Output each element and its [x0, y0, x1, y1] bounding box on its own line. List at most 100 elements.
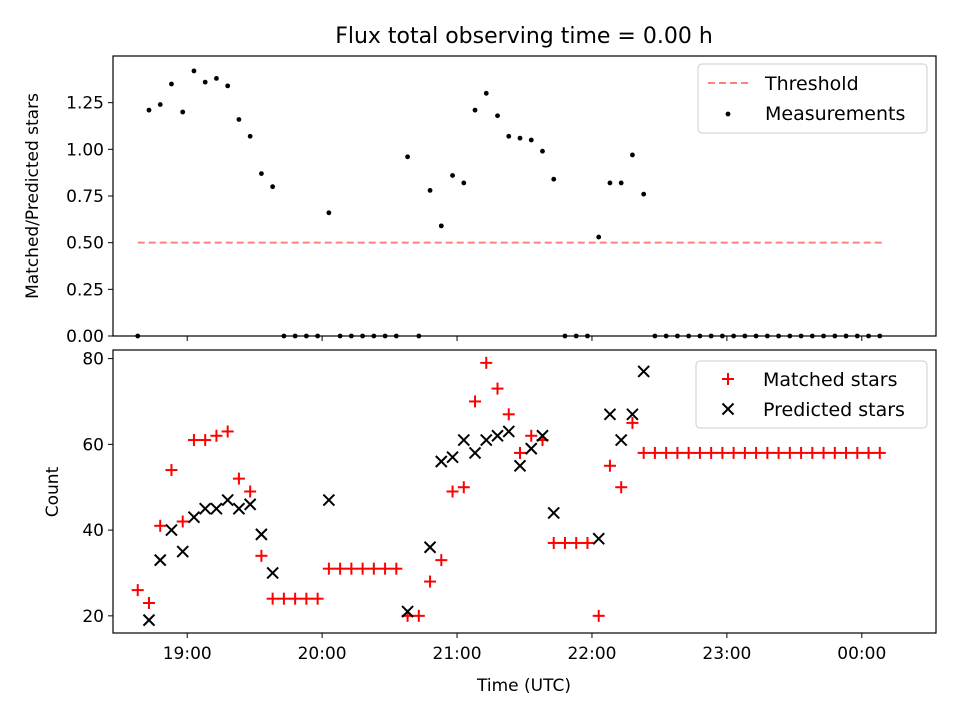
predicted-star-point: [491, 429, 504, 442]
legend-predicted-label: Predicted stars: [763, 399, 905, 421]
matched-star-point: [660, 446, 673, 459]
legend-matched-label: Matched stars: [763, 369, 897, 391]
measurement-point: [506, 133, 512, 139]
matched-star-point: [367, 562, 380, 575]
top-chart-title: Flux total observing time = 0.00 h: [335, 24, 713, 49]
predicted-star-point: [547, 506, 560, 520]
matched-star-point: [761, 446, 774, 459]
matched-star-point: [525, 429, 538, 442]
predicted-star-point: [401, 605, 414, 618]
matched-star-point: [626, 416, 639, 429]
bottom-x-tick-label: 19:00: [163, 644, 212, 664]
legend-matched-swatch: [722, 373, 734, 385]
top-y-ticks: 0.00 0.25 0.50 0.75 1.00 1.25: [66, 94, 113, 347]
bottom-y-tick-label: 60: [82, 435, 104, 455]
measurement-point: [438, 223, 444, 229]
measurement-point: [596, 234, 602, 240]
matched-star-point: [705, 446, 718, 459]
matched-star-point: [873, 446, 886, 459]
measurement-point: [270, 184, 276, 190]
matched-star-point: [480, 356, 493, 369]
matched-star-point: [727, 446, 740, 459]
bottom-y-tick-label: 40: [82, 521, 104, 541]
matched-star-point: [457, 481, 470, 494]
bottom-x-tick-label: 21:00: [433, 644, 482, 664]
matched-star-point: [592, 609, 605, 622]
measurement-point: [427, 188, 433, 193]
matched-star-point: [345, 562, 358, 575]
predicted-star-point: [502, 425, 515, 438]
legend-measurements-label: Measurements: [765, 103, 905, 125]
matched-star-point: [277, 592, 290, 605]
matched-star-point: [502, 408, 515, 421]
predicted-star-point: [637, 365, 650, 378]
predicted-star-point: [255, 528, 268, 541]
measurement-point: [472, 107, 478, 113]
matched-star-point: [210, 429, 223, 442]
bottom-y-ticks: 20 40 60 80: [82, 350, 113, 627]
matched-star-point: [806, 446, 819, 459]
matched-star-point: [154, 519, 167, 532]
top-y-tick-label: 1.00: [66, 140, 104, 160]
legend-threshold-label: Threshold: [764, 73, 859, 95]
predicted-star-point: [626, 408, 639, 421]
measurement-point: [517, 135, 523, 141]
measurement-point: [202, 79, 208, 85]
predicted-star-point: [536, 429, 549, 442]
matched-star-point: [795, 446, 808, 459]
measurement-point: [180, 109, 186, 115]
predicted-star-point: [142, 613, 156, 627]
matched-star-point: [671, 446, 684, 459]
bottom-y-tick-label: 20: [82, 607, 104, 627]
bottom-y-axis-label: Count: [43, 466, 63, 517]
predicted-star-point: [176, 545, 189, 558]
matched-star-point: [716, 446, 729, 459]
predicted-star-point: [198, 502, 212, 515]
matched-star-point: [187, 434, 200, 447]
matched-star-point: [817, 446, 830, 459]
bottom-x-axis-label: Time (UTC): [476, 676, 571, 696]
bottom-x-tick-label: 22:00: [567, 644, 616, 664]
matched-star-point: [334, 562, 347, 575]
predicted-star-point: [210, 502, 223, 515]
matched-star-point: [165, 464, 178, 477]
bottom-x-tick-label: 23:00: [702, 644, 751, 664]
predicted-star-point: [603, 408, 617, 421]
matched-star-point: [851, 446, 864, 459]
top-y-axis-label: Matched/Predicted stars: [23, 93, 43, 299]
matched-star-point: [199, 434, 212, 447]
predicted-star-point: [525, 442, 538, 455]
matched-star-point: [176, 515, 189, 528]
matched-star-point: [232, 472, 245, 485]
measurement-point: [225, 83, 231, 89]
matched-star-point: [615, 481, 628, 494]
matched-star-point: [750, 446, 763, 459]
predicted-star-point: [457, 433, 470, 447]
measurement-point: [191, 68, 197, 74]
measurement-point: [618, 180, 624, 186]
top-panel: Flux total observing time = 0.00 h 0.000…: [23, 24, 937, 347]
matched-star-point: [862, 446, 875, 459]
matched-star-point: [783, 446, 796, 459]
bottom-legend: Matched stars Predicted stars: [695, 360, 928, 429]
matched-star-point: [356, 562, 369, 575]
top-legend: Threshold Measurements: [697, 63, 928, 134]
matched-star-point: [142, 596, 155, 609]
bottom-y-tick-label: 80: [82, 350, 104, 370]
measurement-point: [146, 107, 152, 113]
matched-star-point: [255, 549, 268, 562]
matched-star-point: [131, 584, 144, 597]
predicted-star-point: [322, 493, 336, 507]
measurement-point: [641, 191, 647, 197]
matched-star-point: [244, 485, 257, 498]
matched-star-point: [693, 446, 706, 459]
predicted-star-point: [187, 511, 201, 524]
measurement-point: [540, 148, 545, 154]
legend-predicted-swatch: [721, 402, 735, 416]
measurement-point: [461, 180, 467, 186]
matched-star-point: [828, 446, 841, 459]
predicted-star-point: [154, 553, 167, 567]
matched-star-point: [469, 395, 482, 408]
measurement-point: [214, 76, 219, 81]
